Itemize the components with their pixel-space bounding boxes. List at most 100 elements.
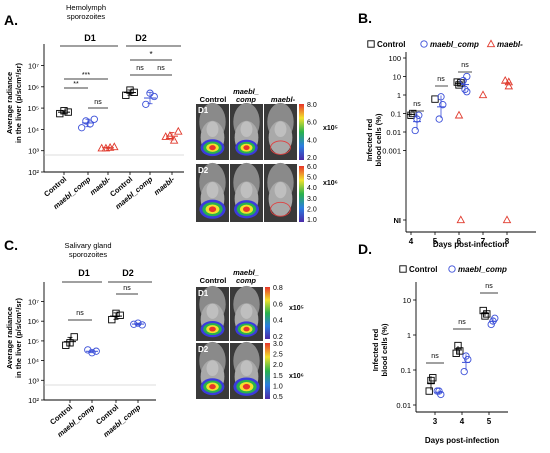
color-scale-label: 2.5	[273, 352, 283, 359]
color-scale-label: 0.8	[273, 285, 283, 292]
color-scale-label: 0.4	[273, 318, 283, 325]
liver-roi-outline	[270, 201, 291, 217]
color-scale-label: 1.0	[273, 383, 283, 390]
y-tick-label: 0.01	[386, 128, 401, 137]
legend-label: maebl_comp	[430, 40, 479, 49]
data-point	[502, 215, 512, 224]
data-point	[150, 92, 158, 101]
y-tick-label: 10⁶	[28, 317, 39, 326]
data-point	[142, 100, 150, 108]
y-tick-label: 10⁷	[28, 62, 39, 71]
data-point	[90, 115, 98, 123]
data-point	[116, 311, 124, 319]
panel-d: D. Control maebl_comp Infected red blood …	[358, 241, 508, 445]
color-scale-label: 2.0	[307, 155, 317, 162]
mouse-highlight	[240, 121, 253, 138]
x-tick-label: 3	[433, 417, 438, 426]
color-scale-label: 1.0	[307, 217, 317, 224]
liver-signal	[242, 383, 251, 390]
data-point	[134, 319, 142, 327]
data-point	[86, 120, 94, 128]
panel-d-ylabel-line1: Infected red	[371, 328, 380, 371]
panel-b-sig-1: ns	[413, 101, 421, 108]
data-point	[425, 387, 433, 395]
data-point	[435, 115, 443, 123]
liver-signal	[209, 326, 216, 332]
data-point	[435, 387, 443, 395]
y-tick-label: 0.1	[401, 366, 411, 375]
panel-c-ylabel-line1: Average radiance	[5, 307, 14, 369]
panel-c-sig-2: ns	[123, 285, 131, 292]
color-scale-label: 2.0	[307, 206, 317, 213]
img-c-col-comp-2: comp	[236, 276, 256, 285]
panel-d-xlabel: Days post-infection	[425, 436, 499, 445]
liver-signal	[243, 145, 250, 151]
liver-signal	[209, 145, 216, 151]
color-scale-label: 3.0	[273, 341, 283, 348]
color-scale-label: 0.2	[273, 334, 283, 341]
panel-label-a: A.	[4, 12, 18, 28]
data-point	[456, 215, 466, 224]
x-tick-label: maebl-	[152, 174, 177, 197]
img-a-row-d1: D1	[198, 106, 209, 115]
img-a-row-d2: D2	[198, 166, 209, 175]
color-scale-multiplier: x10⁶	[323, 180, 338, 187]
y-tick-label: 1	[397, 91, 401, 100]
panel-a-sig-2: ***	[82, 72, 90, 79]
y-tick-label: 10⁵	[28, 104, 39, 113]
data-point	[478, 90, 488, 99]
data-point	[439, 101, 447, 109]
color-scale-label: 3.0	[307, 196, 317, 203]
panel-b: B. Control maebl_comp maebl- Infected red …	[358, 10, 536, 249]
panel-d-sig-3: ns	[485, 283, 493, 290]
legend-label: Control	[409, 265, 437, 274]
color-scale-bar	[299, 166, 304, 222]
data-point	[433, 387, 441, 395]
panel-a-sig-1: **	[73, 81, 79, 88]
panel-c-title-line2: sporozoites	[69, 250, 108, 259]
panel-a-title-line1: Hemolymph	[66, 3, 106, 12]
img-c-col-control: Control	[200, 276, 227, 285]
y-tick-label: 10⁴	[27, 357, 39, 366]
color-scale-label: 8.0	[307, 102, 317, 109]
color-scale-bar	[265, 343, 270, 399]
mouse-highlight	[206, 303, 219, 319]
color-scale-label: 5.0	[307, 175, 317, 182]
liver-signal	[208, 206, 217, 213]
img-a-col-comp-1: maebl_	[233, 87, 259, 96]
panel-d-sig-2: ns	[458, 319, 466, 326]
legend-label: Control	[377, 40, 405, 49]
mouse-highlight	[240, 181, 253, 199]
x-tick-label: 5	[487, 417, 492, 426]
color-scale-label: 2.0	[273, 362, 283, 369]
color-scale-bar	[299, 104, 304, 160]
color-scale-multiplier: x10⁶	[289, 373, 304, 380]
data-point	[62, 341, 70, 349]
liver-signal	[243, 326, 250, 332]
data-point	[411, 126, 419, 135]
legend-label: maebl_comp	[458, 265, 507, 274]
panel-a-sig-3: ns	[94, 99, 102, 106]
data-point	[460, 367, 468, 376]
y-tick-label: 10²	[28, 168, 39, 177]
panel-a-sig-6: *	[149, 50, 152, 59]
data-point	[407, 111, 415, 119]
panel-c-images: Control maebl_ comp D1 D2 0.8 0.6 0.4 0.2 x1…	[196, 268, 304, 401]
data-point	[70, 333, 78, 341]
color-scale-label: 6.0	[307, 120, 317, 127]
color-scale-label: 1.5	[273, 373, 283, 380]
data-point	[463, 72, 471, 81]
data-point	[431, 95, 439, 103]
y-tick-label: 0.1	[391, 110, 401, 119]
legend-marker	[399, 265, 407, 273]
y-tick-label: 10⁵	[28, 337, 39, 346]
legend-marker	[448, 265, 456, 273]
color-scale-label: 4.0	[307, 185, 317, 192]
x-tick-label: 7	[481, 237, 486, 246]
color-scale-bar	[265, 287, 270, 339]
panel-c-title-line1: Salivary gland	[64, 241, 111, 250]
y-tick-label: 10³	[28, 376, 39, 385]
mouse-highlight	[206, 121, 219, 138]
panel-b-ylabel-line2: blood cells (%)	[374, 113, 383, 166]
data-point	[110, 142, 119, 151]
